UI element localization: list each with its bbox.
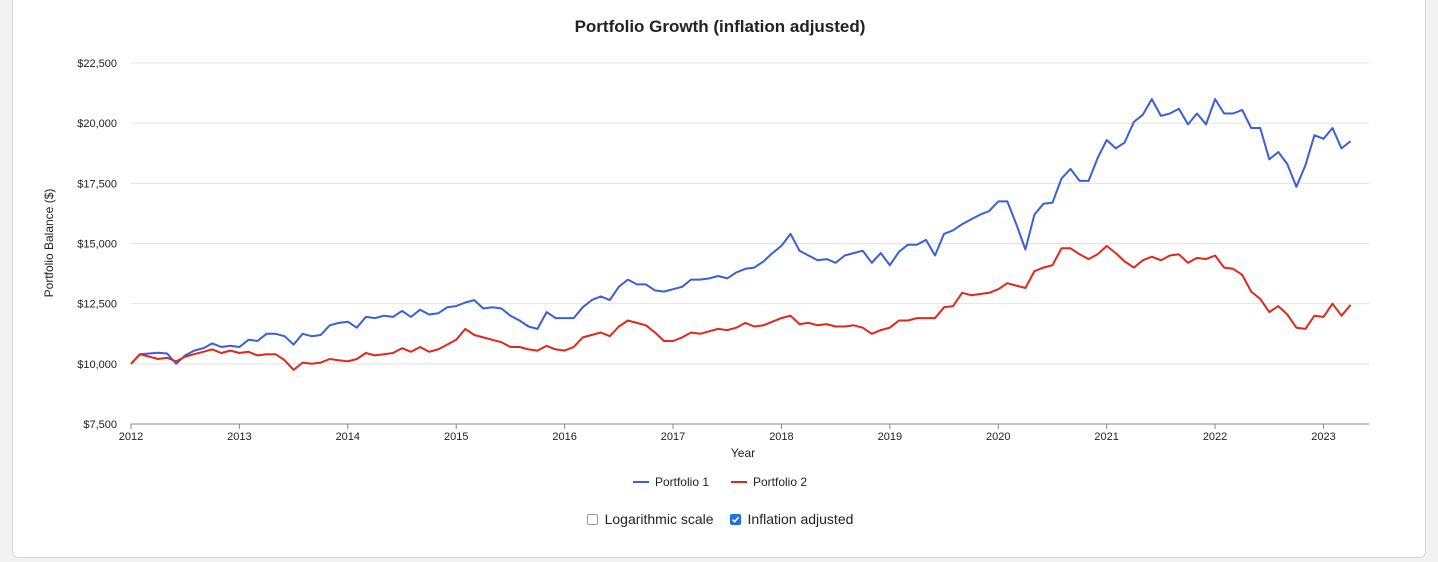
- x-axis-title: Year: [731, 446, 755, 460]
- y-tick-label: $20,000: [77, 118, 117, 130]
- x-tick-label: 2014: [336, 431, 360, 443]
- series-lines: [130, 98, 1352, 371]
- chart-svg: $7,500 $10,000 $12,500 $15,000 $17,500 $20,00…: [42, 58, 1369, 460]
- log-scale-label: Logarithmic scale: [604, 511, 714, 527]
- legend-label-portfolio-1: Portfolio 1: [654, 475, 709, 489]
- x-tick-label: 2021: [1094, 431, 1118, 443]
- inflation-adjusted-label: Inflation adjusted: [747, 511, 854, 527]
- y-tick-label: $22,500: [77, 58, 117, 70]
- y-tick-label: $12,500: [77, 299, 117, 311]
- y-tick-label: $15,000: [77, 239, 117, 251]
- x-tick-label: 2020: [986, 431, 1010, 443]
- chart-title: Portfolio Growth (inflation adjusted): [574, 17, 866, 36]
- y-tick-label: $10,000: [77, 359, 117, 371]
- y-axis-title: Portfolio Balance ($): [42, 189, 56, 298]
- x-tick-label: 2016: [552, 431, 576, 443]
- grid-lines: [131, 62, 1369, 365]
- x-tick-label: 2017: [661, 431, 685, 443]
- legend-swatch-portfolio-1: [632, 481, 649, 483]
- x-tick-label: 2013: [227, 431, 251, 443]
- x-tick-label: 2018: [769, 431, 793, 443]
- x-tick-label: 2023: [1311, 431, 1335, 443]
- inflation-adjusted-toggle[interactable]: Inflation adjusted: [729, 511, 854, 527]
- series-line-portfolio-2: [130, 244, 1352, 371]
- log-scale-toggle[interactable]: Logarithmic scale: [586, 511, 714, 527]
- chart-controls: Logarithmic scale Inflation adjusted: [13, 511, 1427, 527]
- y-tick-label: $7,500: [83, 419, 117, 431]
- chart-card: Portfolio Growth (inflation adjusted) $7…: [12, 0, 1426, 558]
- y-tick-labels: $7,500 $10,000 $12,500 $15,000 $17,500 $20,00…: [77, 58, 117, 431]
- x-tick-label: 2012: [119, 431, 143, 443]
- log-scale-checkbox[interactable]: [586, 513, 598, 525]
- legend-label-portfolio-2: Portfolio 2: [753, 475, 808, 489]
- series-line-portfolio-1: [130, 98, 1352, 365]
- axes: [130, 423, 1369, 429]
- legend-item-portfolio-1[interactable]: Portfolio 1: [632, 475, 709, 489]
- inflation-adjusted-checkbox[interactable]: [729, 513, 741, 525]
- x-tick-label: 2019: [878, 431, 902, 443]
- legend: Portfolio 1 Portfolio 2: [13, 475, 1427, 489]
- legend-item-portfolio-2[interactable]: Portfolio 2: [731, 475, 807, 489]
- x-tick-label: 2022: [1203, 431, 1227, 443]
- x-tick-labels: 2012 2013 2014 2015 2016 2017 2018 2019 2020 2021…: [119, 431, 1336, 443]
- x-tick-label: 2015: [444, 431, 468, 443]
- legend-swatch-portfolio-2: [731, 481, 747, 483]
- y-tick-label: $17,500: [77, 178, 117, 190]
